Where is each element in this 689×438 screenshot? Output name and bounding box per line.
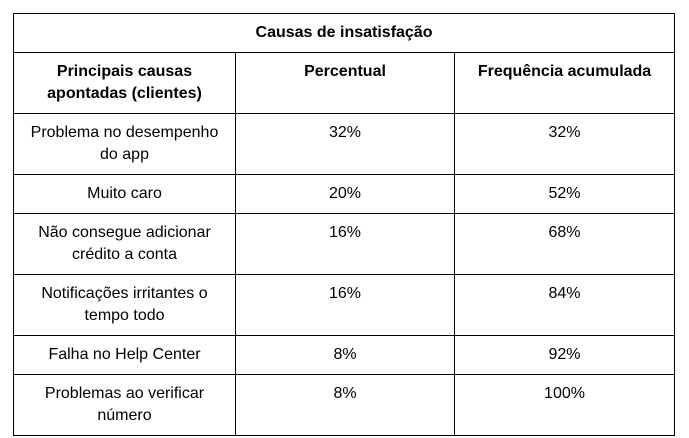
- cumulative-cell: 92%: [453, 335, 676, 375]
- title-row: Causas de insatisfação: [12, 13, 676, 53]
- dissatisfaction-causes-table: Causas de insatisfação Principais causas…: [12, 13, 676, 436]
- percent-cell: 16%: [235, 213, 455, 275]
- table-title: Causas de insatisfação: [12, 13, 676, 53]
- cumulative-cell: 100%: [453, 374, 676, 436]
- cause-cell: Notificações irritantes o tempo todo: [13, 274, 236, 336]
- cause-cell: Problemas ao verificar número: [13, 374, 236, 436]
- header-percent: Percentual: [235, 52, 455, 114]
- table-row: Não consegue adicionar crédito a conta 1…: [13, 213, 676, 275]
- percent-cell: 8%: [235, 374, 455, 436]
- table-row: Muito caro 20% 52%: [13, 174, 676, 214]
- percent-cell: 8%: [235, 335, 455, 375]
- cause-cell: Não consegue adicionar crédito a conta: [13, 213, 236, 275]
- cumulative-cell: 52%: [453, 174, 676, 214]
- header-row: Principais causas apontadas (clientes) P…: [13, 52, 676, 114]
- header-causes: Principais causas apontadas (clientes): [13, 52, 236, 114]
- cumulative-cell: 68%: [453, 213, 676, 275]
- table-row: Problema no desempenho do app 32% 32%: [13, 113, 676, 175]
- table-row: Falha no Help Center 8% 92%: [13, 335, 676, 375]
- table-row: Problemas ao verificar número 8% 100%: [13, 374, 676, 436]
- cause-cell: Muito caro: [13, 174, 236, 214]
- table-row: Notificações irritantes o tempo todo 16%…: [13, 274, 676, 336]
- percent-cell: 16%: [235, 274, 455, 336]
- header-cumulative: Frequência acumulada: [453, 52, 676, 114]
- cumulative-cell: 84%: [453, 274, 676, 336]
- cause-cell: Falha no Help Center: [13, 335, 236, 375]
- percent-cell: 32%: [235, 113, 455, 175]
- cumulative-cell: 32%: [453, 113, 676, 175]
- percent-cell: 20%: [235, 174, 455, 214]
- cause-cell: Problema no desempenho do app: [13, 113, 236, 175]
